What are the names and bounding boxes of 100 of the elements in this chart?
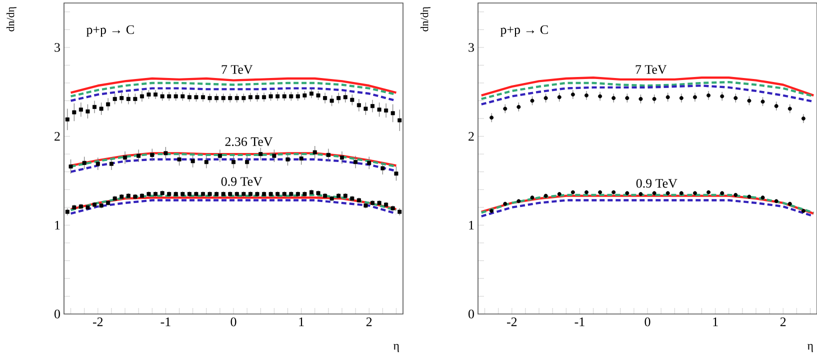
- point: [72, 110, 76, 114]
- point: [255, 95, 260, 100]
- point: [214, 96, 219, 100]
- point: [160, 94, 164, 98]
- point: [221, 96, 226, 100]
- x-tick-label: -1: [160, 318, 170, 326]
- x-tick-label: 2: [366, 318, 372, 326]
- point: [340, 156, 344, 160]
- point: [78, 108, 83, 112]
- x-tick-label: -1: [574, 318, 584, 326]
- point: [354, 160, 358, 164]
- point: [323, 96, 328, 100]
- point: [544, 96, 548, 100]
- y-tick-label: 1: [469, 220, 474, 230]
- point: [204, 160, 208, 164]
- x-axis-title: η: [393, 344, 399, 352]
- point: [112, 96, 117, 101]
- point: [350, 98, 354, 102]
- point: [384, 108, 388, 113]
- point: [598, 94, 602, 98]
- point: [232, 160, 236, 164]
- x-axis-title: η: [807, 344, 813, 352]
- point: [720, 94, 724, 98]
- point: [194, 95, 198, 100]
- point: [272, 154, 276, 158]
- point: [557, 95, 562, 100]
- point: [268, 94, 273, 98]
- point: [760, 100, 765, 104]
- point: [289, 94, 294, 98]
- point: [612, 96, 616, 100]
- point: [276, 94, 280, 98]
- point: [788, 106, 792, 111]
- point: [380, 166, 385, 170]
- y-tick-label: 0: [468, 310, 474, 318]
- point: [367, 160, 372, 165]
- point: [584, 93, 588, 98]
- point: [234, 96, 239, 100]
- y-axis-title: dn/dη: [420, 7, 430, 32]
- point: [692, 95, 697, 100]
- point: [258, 152, 263, 156]
- point: [146, 92, 151, 97]
- point: [167, 94, 172, 98]
- annotation: 0.9 TeV: [221, 177, 262, 186]
- point: [242, 96, 246, 100]
- point: [136, 154, 141, 158]
- point: [679, 96, 684, 100]
- point: [106, 102, 110, 106]
- point: [123, 156, 128, 160]
- point: [180, 94, 185, 98]
- point: [82, 160, 86, 165]
- point: [336, 96, 341, 100]
- point: [299, 156, 304, 160]
- point: [200, 95, 205, 100]
- point: [218, 154, 222, 158]
- point: [296, 94, 300, 98]
- point: [99, 106, 104, 111]
- annotation: 0.9 TeV: [636, 178, 678, 188]
- point: [625, 96, 630, 100]
- point: [302, 93, 307, 98]
- y-tick-label: 2: [468, 132, 474, 141]
- y-tick-label: 2: [54, 132, 60, 141]
- point: [570, 92, 575, 97]
- point: [174, 94, 178, 98]
- point: [734, 96, 738, 100]
- point: [398, 118, 402, 122]
- x-tick-label: 1: [713, 318, 718, 326]
- point: [343, 95, 348, 100]
- x-tick-label: 0: [644, 318, 650, 326]
- point: [286, 157, 290, 162]
- point: [133, 96, 138, 101]
- point: [154, 92, 158, 97]
- annotation: p+p → C: [500, 25, 548, 37]
- point: [187, 95, 192, 100]
- point: [503, 106, 508, 111]
- point: [248, 95, 252, 100]
- y-tick-label: 3: [54, 43, 60, 52]
- y-tick-label: 1: [55, 220, 60, 230]
- point: [490, 116, 494, 120]
- point: [774, 104, 778, 108]
- x-tick-label: 0: [230, 318, 236, 326]
- point: [390, 111, 395, 116]
- point: [262, 95, 266, 100]
- point: [190, 159, 195, 164]
- point: [638, 96, 643, 101]
- x-tick-label: -2: [92, 318, 103, 326]
- point: [208, 96, 212, 100]
- point: [516, 104, 521, 109]
- point: [126, 96, 130, 101]
- point: [316, 93, 320, 98]
- point: [164, 151, 168, 156]
- point: [92, 104, 97, 109]
- point: [377, 108, 382, 112]
- x-tick-label: 1: [299, 318, 304, 326]
- point: [747, 98, 752, 103]
- y-tick-label: 0: [54, 310, 60, 318]
- point: [140, 94, 144, 98]
- point: [364, 106, 368, 111]
- point: [706, 93, 711, 98]
- point: [652, 96, 656, 101]
- x-tick-label: -2: [506, 318, 517, 326]
